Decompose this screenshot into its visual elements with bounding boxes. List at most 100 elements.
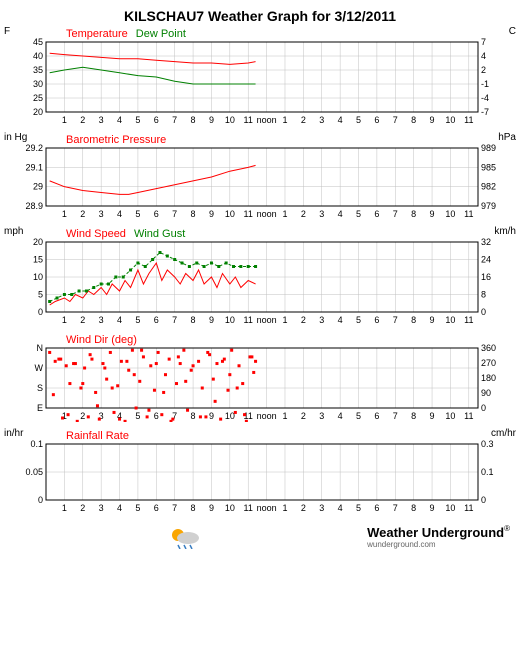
svg-text:4: 4: [117, 115, 122, 125]
svg-text:20: 20: [33, 107, 43, 117]
svg-text:7: 7: [481, 37, 486, 47]
svg-text:6: 6: [374, 209, 379, 219]
svg-text:9: 9: [209, 411, 214, 421]
svg-text:5: 5: [356, 115, 361, 125]
svg-text:6: 6: [154, 411, 159, 421]
unit-right: cm/hr: [491, 428, 516, 439]
legend-item: Barometric Pressure: [66, 134, 166, 146]
svg-text:noon: noon: [257, 315, 277, 325]
svg-text:1: 1: [62, 209, 67, 219]
chart-wind: mphkm/hWind SpeedWind Gust05101520081624…: [0, 226, 520, 326]
svg-text:10: 10: [445, 115, 455, 125]
svg-text:4: 4: [481, 51, 486, 61]
svg-text:5: 5: [356, 209, 361, 219]
svg-text:2: 2: [80, 209, 85, 219]
svg-text:0.1: 0.1: [30, 439, 43, 449]
svg-text:45: 45: [33, 37, 43, 47]
svg-text:8: 8: [411, 209, 416, 219]
svg-text:4: 4: [338, 503, 343, 513]
svg-text:3: 3: [319, 503, 324, 513]
svg-text:4: 4: [338, 411, 343, 421]
svg-text:9: 9: [430, 503, 435, 513]
registered-mark: ®: [504, 524, 510, 533]
svg-text:8: 8: [191, 503, 196, 513]
svg-text:10: 10: [445, 209, 455, 219]
svg-text:15: 15: [33, 255, 43, 265]
svg-text:6: 6: [154, 503, 159, 513]
legend-item: Wind Dir (deg): [66, 334, 137, 346]
svg-text:3: 3: [319, 315, 324, 325]
svg-text:9: 9: [209, 503, 214, 513]
svg-text:8: 8: [191, 315, 196, 325]
svg-text:noon: noon: [257, 503, 277, 513]
unit-right: hPa: [498, 132, 516, 143]
svg-text:3: 3: [99, 115, 104, 125]
svg-text:0.1: 0.1: [481, 467, 494, 477]
chart-baro: in HghPaBarometric Pressure28.92929.129.…: [0, 132, 520, 220]
svg-text:270: 270: [481, 358, 496, 368]
svg-text:11: 11: [464, 411, 473, 421]
svg-text:1: 1: [282, 315, 287, 325]
svg-text:8: 8: [411, 315, 416, 325]
svg-text:1: 1: [62, 503, 67, 513]
svg-text:3: 3: [99, 315, 104, 325]
svg-text:noon: noon: [257, 115, 277, 125]
legend-item: Wind Gust: [134, 228, 185, 240]
svg-text:3: 3: [319, 209, 324, 219]
chart-svg: 202530354045-7-4-12471234567891011noon12…: [0, 26, 520, 126]
svg-text:S: S: [37, 383, 43, 393]
svg-text:6: 6: [374, 315, 379, 325]
svg-text:982: 982: [481, 182, 496, 192]
svg-text:2: 2: [301, 115, 306, 125]
svg-text:4: 4: [338, 315, 343, 325]
svg-text:7: 7: [172, 209, 177, 219]
svg-text:W: W: [35, 363, 44, 373]
svg-text:7: 7: [393, 209, 398, 219]
svg-text:11: 11: [464, 209, 473, 219]
svg-text:0: 0: [481, 403, 486, 413]
page-title: KILSCHAU7 Weather Graph for 3/12/2011: [0, 8, 520, 24]
svg-text:0.3: 0.3: [481, 439, 494, 449]
chart-svg: 05101520081624321234567891011noon1234567…: [0, 226, 520, 326]
svg-text:985: 985: [481, 162, 496, 172]
svg-text:5: 5: [135, 411, 140, 421]
svg-text:1: 1: [282, 503, 287, 513]
svg-text:16: 16: [481, 272, 491, 282]
svg-text:10: 10: [33, 272, 43, 282]
svg-text:7: 7: [393, 115, 398, 125]
legend-item: Temperature: [66, 28, 128, 40]
svg-text:9: 9: [209, 209, 214, 219]
svg-text:0: 0: [38, 495, 43, 505]
svg-text:11: 11: [244, 315, 253, 325]
svg-text:4: 4: [117, 209, 122, 219]
svg-text:E: E: [37, 403, 43, 413]
svg-text:2: 2: [80, 411, 85, 421]
footer-text: Weather Underground® wunderground.com: [367, 524, 510, 549]
svg-text:noon: noon: [257, 411, 277, 421]
svg-text:29.1: 29.1: [25, 162, 43, 172]
svg-text:28.9: 28.9: [25, 201, 43, 211]
svg-text:2: 2: [80, 503, 85, 513]
svg-text:29.2: 29.2: [25, 143, 43, 153]
svg-text:5: 5: [135, 315, 140, 325]
svg-text:1: 1: [282, 411, 287, 421]
svg-text:7: 7: [393, 315, 398, 325]
svg-text:30: 30: [33, 79, 43, 89]
svg-text:32: 32: [481, 237, 491, 247]
svg-text:-4: -4: [481, 93, 489, 103]
svg-text:1: 1: [62, 115, 67, 125]
svg-text:9: 9: [430, 115, 435, 125]
svg-text:35: 35: [33, 65, 43, 75]
chart-rain: in/hrcm/hrRainfall Rate00.050.100.10.312…: [0, 428, 520, 514]
svg-text:11: 11: [464, 115, 473, 125]
svg-text:0: 0: [481, 495, 486, 505]
svg-text:7: 7: [393, 503, 398, 513]
svg-text:10: 10: [225, 209, 235, 219]
wu-logo-icon: [168, 525, 204, 549]
svg-text:25: 25: [33, 93, 43, 103]
chart-winddir: Wind Dir (deg)ESWN0901802703601234567891…: [0, 332, 520, 422]
svg-text:2: 2: [301, 503, 306, 513]
legend: Rainfall Rate: [66, 430, 137, 442]
svg-text:4: 4: [117, 315, 122, 325]
svg-text:0: 0: [38, 307, 43, 317]
